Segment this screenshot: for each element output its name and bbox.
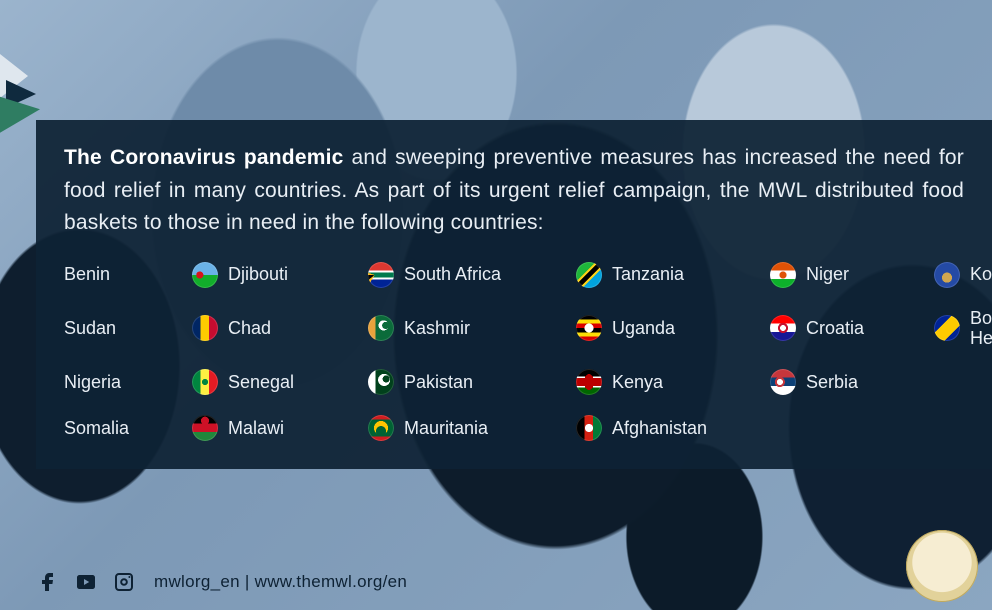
- country-cell: [934, 369, 992, 395]
- flag-icon: [770, 315, 796, 341]
- country-name: Mauritania: [404, 418, 488, 439]
- country-name: Senegal: [228, 372, 294, 393]
- country-cell: Tanzania: [576, 262, 762, 288]
- country-cell: Chad: [192, 308, 360, 349]
- country-cell: Nigeria: [64, 369, 184, 395]
- country-name: Kashmir: [404, 318, 470, 339]
- flag-icon: [934, 315, 960, 341]
- facebook-icon: [36, 570, 60, 594]
- intro-paragraph: The Coronavirus pandemic and sweeping pr…: [64, 142, 964, 240]
- flag-icon: [192, 415, 218, 441]
- country-cell: Croatia: [770, 308, 926, 349]
- flag-icon: [934, 262, 960, 288]
- country-cell: [770, 415, 926, 441]
- country-cell: Senegal: [192, 369, 360, 395]
- country-name: Nigeria: [64, 372, 121, 393]
- country-name: Djibouti: [228, 264, 288, 285]
- country-name: Kosovo: [970, 264, 992, 285]
- country-cell: Afghanistan: [576, 415, 762, 441]
- flag-icon: [192, 369, 218, 395]
- country-cell: Bosnia & Herzegovina: [934, 308, 992, 349]
- seal-emblem: [906, 530, 978, 602]
- footer: mwlorg_en | www.themwl.org/en: [36, 570, 972, 594]
- country-name: Malawi: [228, 418, 284, 439]
- country-cell: [934, 415, 992, 441]
- flag-icon: [576, 315, 602, 341]
- country-cell: Sudan: [64, 308, 184, 349]
- country-cell: Kashmir: [368, 308, 568, 349]
- flag-icon: [576, 262, 602, 288]
- country-cell: South Africa: [368, 262, 568, 288]
- country-cell: Pakistan: [368, 369, 568, 395]
- flag-icon: [576, 369, 602, 395]
- country-name: Sudan: [64, 318, 116, 339]
- country-grid: BeninDjiboutiSouth AfricaTanzaniaNigerKo…: [64, 262, 964, 441]
- country-cell: Malawi: [192, 415, 360, 441]
- country-cell: Somalia: [64, 415, 184, 441]
- country-name: Benin: [64, 264, 110, 285]
- instagram-icon: [112, 570, 136, 594]
- social-icons: [36, 570, 136, 594]
- country-cell: Benin: [64, 262, 184, 288]
- country-cell: Kenya: [576, 369, 762, 395]
- country-cell: Serbia: [770, 369, 926, 395]
- country-name: Somalia: [64, 418, 129, 439]
- flag-icon: [576, 415, 602, 441]
- country-name: Tanzania: [612, 264, 684, 285]
- flag-icon: [770, 369, 796, 395]
- footer-handle: mwlorg_en | www.themwl.org/en: [154, 572, 407, 592]
- country-name: Uganda: [612, 318, 675, 339]
- intro-lead: The Coronavirus pandemic: [64, 146, 343, 169]
- country-cell: Niger: [770, 262, 926, 288]
- country-name: Serbia: [806, 372, 858, 393]
- country-name: Bosnia & Herzegovina: [970, 308, 992, 349]
- country-name: South Africa: [404, 264, 501, 285]
- flag-icon: [368, 369, 394, 395]
- flag-icon: [770, 262, 796, 288]
- country-cell: Djibouti: [192, 262, 360, 288]
- youtube-icon: [74, 570, 98, 594]
- flag-icon: [192, 315, 218, 341]
- country-name: Croatia: [806, 318, 864, 339]
- flag-icon: [368, 415, 394, 441]
- country-name: Niger: [806, 264, 849, 285]
- country-cell: Kosovo: [934, 262, 992, 288]
- country-name: Chad: [228, 318, 271, 339]
- country-cell: Mauritania: [368, 415, 568, 441]
- flag-icon: [192, 262, 218, 288]
- country-name: Afghanistan: [612, 418, 707, 439]
- country-name: Pakistan: [404, 372, 473, 393]
- country-cell: Uganda: [576, 308, 762, 349]
- country-name: Kenya: [612, 372, 663, 393]
- flag-icon: [368, 315, 394, 341]
- flag-icon: [368, 262, 394, 288]
- content-panel: The Coronavirus pandemic and sweeping pr…: [36, 120, 992, 469]
